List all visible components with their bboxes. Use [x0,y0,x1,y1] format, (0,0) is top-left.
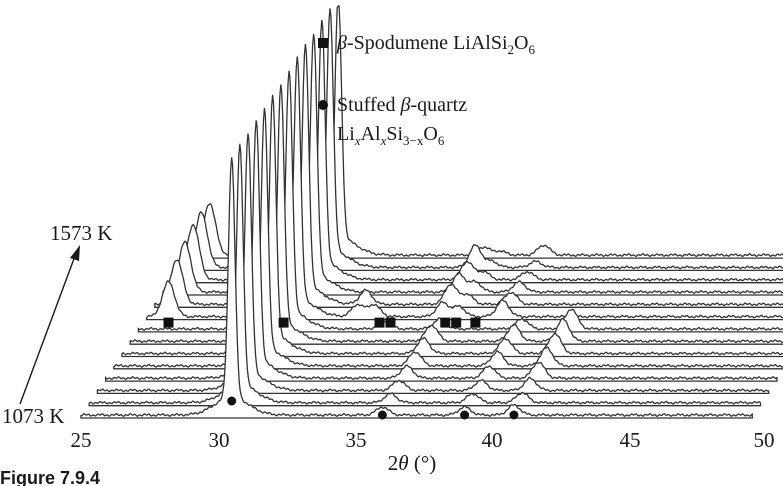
x-axis-label-unit: (°) [409,451,437,475]
spodumene-peak-marker [374,317,385,328]
temperature-arrow-head [70,245,80,261]
phase-markers [163,317,519,420]
x-axis-label-theta: θ [398,451,408,475]
spodumene-peak-marker [470,317,481,328]
x-axis-label: 2θ (°) [388,451,436,475]
spodumene-peak-marker [163,317,174,328]
start-temperature-label: 1073 K [2,404,64,428]
x-tick-label: 25 [71,428,92,452]
temperature-arrow [19,255,76,405]
x-tick-label: 40 [482,428,503,452]
quartz-peak-marker [227,396,237,406]
legend: β-Spodumene LiAlSi2O6 Stuffed β-quartz L… [318,32,535,148]
x-axis-ticks: 25 30 35 40 45 50 [71,428,775,452]
diffraction-trace [88,143,762,407]
legend-quartz-line1: Stuffed β-quartz [337,94,467,116]
figure-caption: Figure 7.9.4 [0,468,100,486]
spodumene-peak-marker [440,317,451,328]
diffraction-trace [80,157,753,419]
x-tick-label: 30 [209,428,230,452]
diffraction-trace [96,133,770,395]
diffraction-traces [80,5,783,419]
x-tick-label: 50 [754,428,775,452]
end-temperature-label: 1573 K [50,221,112,245]
quartz-peak-marker [377,410,387,420]
quartz-peak-marker [460,410,470,420]
spodumene-peak-marker [278,317,289,328]
quartz-peak-marker [509,410,519,420]
x-tick-label: 45 [620,428,641,452]
diffraction-trace [104,120,778,382]
legend-dot-symbol [318,100,328,110]
legend-square-symbol [318,38,328,48]
spodumene-peak-marker [385,317,396,328]
spodumene-peak-marker [451,317,462,328]
x-axis-label-prefix: 2 [388,451,399,475]
legend-quartz-line2: LixAlxSi3−xO6 [337,123,445,148]
x-tick-label: 35 [346,428,367,452]
legend-spodumene: β-Spodumene LiAlSi2O6 [336,32,535,57]
